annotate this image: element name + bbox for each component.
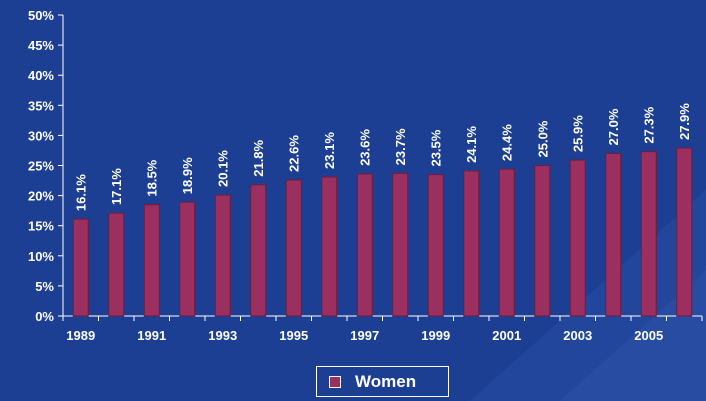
data-label: 24.4%: [500, 124, 515, 161]
bar: [676, 147, 693, 317]
data-label: 22.6%: [287, 135, 302, 172]
bar: [285, 179, 302, 317]
x-tick-label: 2005: [634, 328, 663, 343]
data-label: 25.9%: [571, 115, 586, 152]
data-label: 23.1%: [322, 132, 337, 169]
bar: [179, 201, 196, 317]
x-tick-label: 1999: [421, 328, 450, 343]
data-label: 24.1%: [464, 126, 479, 163]
data-label: 27.3%: [642, 106, 657, 143]
data-label: 23.7%: [393, 128, 408, 165]
data-label: 18.9%: [180, 157, 195, 194]
bar: [72, 218, 89, 317]
y-tick-label: 0%: [35, 309, 54, 324]
x-tick-label: 1997: [350, 328, 379, 343]
x-tick-label: 1995: [279, 328, 308, 343]
x-tick-label: 1989: [66, 328, 95, 343]
bar: [534, 165, 551, 317]
x-tick-label: 2003: [563, 328, 592, 343]
bar: [214, 194, 231, 317]
bar: [498, 168, 515, 317]
y-tick-label: 25%: [28, 159, 54, 174]
data-label: 17.1%: [109, 168, 124, 205]
data-label: 16.1%: [74, 174, 89, 211]
bar: [605, 152, 622, 317]
x-tick-label: 1991: [137, 328, 166, 343]
y-tick-label: 5%: [35, 279, 54, 294]
data-label: 20.1%: [216, 150, 231, 187]
bar: [640, 151, 657, 317]
background-sheen: [560, 270, 706, 401]
y-tick-label: 50%: [28, 8, 54, 23]
data-label: 25.0%: [535, 120, 550, 157]
data-label: 27.0%: [606, 108, 621, 145]
data-label: 23.5%: [429, 129, 444, 166]
bar: [427, 174, 444, 317]
bar: [321, 176, 338, 317]
legend-label: Women: [355, 371, 417, 391]
bar: [569, 159, 586, 317]
legend-swatch: [329, 375, 341, 388]
x-tick-label: 1993: [208, 328, 237, 343]
data-label: 23.6%: [358, 129, 373, 166]
y-tick-label: 45%: [28, 38, 54, 53]
bar: [250, 184, 267, 317]
y-tick-label: 10%: [28, 249, 54, 264]
data-label: 27.9%: [677, 103, 692, 140]
data-label: 21.8%: [251, 139, 266, 176]
bar: [356, 173, 373, 317]
y-tick-label: 20%: [28, 189, 54, 204]
y-tick-label: 15%: [28, 219, 54, 234]
legend: Women: [316, 366, 449, 397]
bar: [463, 170, 480, 317]
y-tick-label: 40%: [28, 68, 54, 83]
y-tick-label: 35%: [28, 98, 54, 113]
bar: [143, 204, 160, 317]
y-tick-label: 30%: [28, 128, 54, 143]
bar: [108, 212, 125, 317]
bar: [392, 172, 409, 317]
data-label: 18.5%: [145, 159, 160, 196]
x-tick-label: 2001: [492, 328, 521, 343]
